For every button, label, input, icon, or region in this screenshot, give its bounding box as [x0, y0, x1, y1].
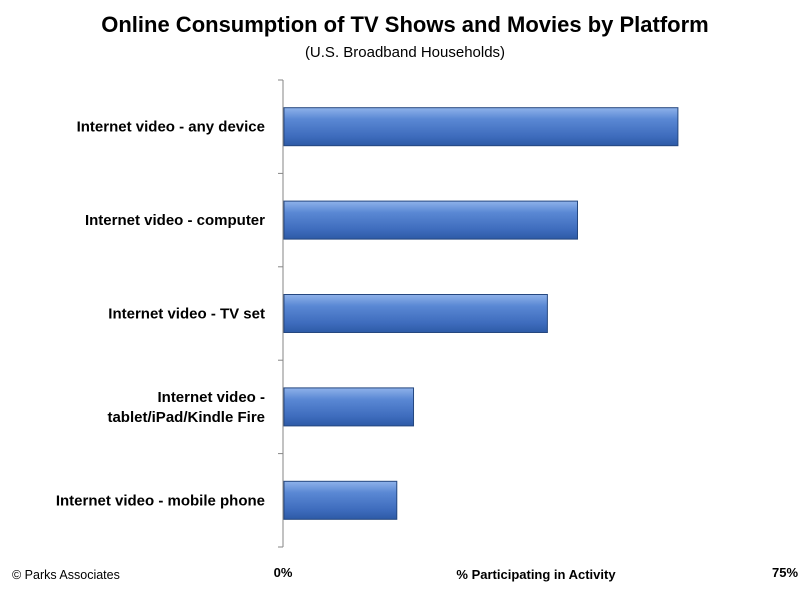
category-label: Internet video - mobile phone: [56, 492, 265, 509]
chart-title: Online Consumption of TV Shows and Movie…: [101, 12, 709, 37]
category-label: tablet/iPad/Kindle Fire: [107, 409, 265, 426]
bar-5: [283, 480, 398, 520]
category-label: Internet video - any device: [77, 119, 265, 136]
category-label: Internet video - TV set: [108, 306, 265, 323]
x-tick-label: 75%: [772, 565, 798, 580]
source-credit: © Parks Associates: [12, 568, 120, 582]
category-label: Internet video -: [157, 389, 265, 406]
x-tick-label: 0%: [274, 565, 293, 580]
bar-4: [283, 387, 415, 427]
bar-2: [283, 200, 579, 240]
bar-3: [283, 294, 548, 333]
chart-subtitle: (U.S. Broadband Households): [304, 44, 506, 61]
category-label: Internet video - computer: [85, 212, 265, 229]
x-axis-title: % Participating in Activity: [456, 567, 616, 582]
bar-1: [283, 107, 679, 147]
